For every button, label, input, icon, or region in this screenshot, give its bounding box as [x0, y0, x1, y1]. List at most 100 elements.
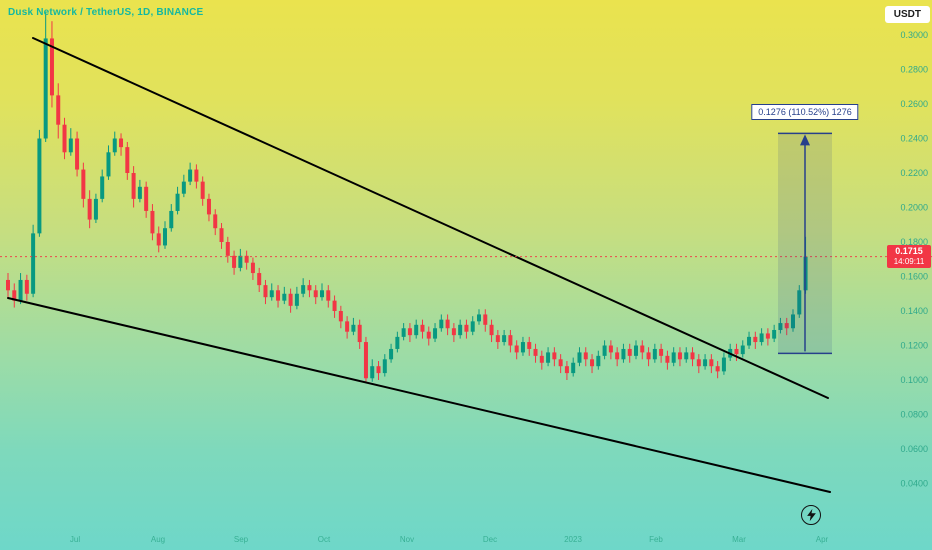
time-tick-label: Feb	[649, 535, 663, 544]
candle-body	[188, 169, 193, 182]
price-tick-label: 0.1000	[900, 375, 928, 385]
candle-body	[420, 324, 425, 332]
candle-body	[307, 285, 312, 291]
candle-body	[577, 352, 582, 363]
candle-body	[401, 328, 406, 337]
last-price-value: 0.1715	[895, 246, 923, 256]
currency-toggle-button[interactable]: USDT	[884, 6, 930, 23]
candle-body	[791, 314, 795, 329]
candles-layer	[6, 12, 808, 382]
lightning-button[interactable]	[801, 505, 821, 525]
price-tick-label: 0.0600	[900, 444, 928, 454]
candle-body	[665, 355, 670, 363]
candle-body	[439, 319, 444, 329]
candle-body	[652, 348, 657, 360]
bar-countdown: 14:09:11	[893, 257, 925, 266]
candle-body	[112, 138, 117, 153]
candle-body	[206, 198, 211, 215]
time-tick-label: Oct	[318, 535, 331, 544]
candle-body	[477, 314, 481, 322]
candle-body	[219, 228, 224, 242]
candle-body	[765, 333, 770, 339]
candle-body	[125, 147, 130, 173]
candle-body	[238, 255, 243, 268]
candle-body	[527, 342, 532, 349]
candle-body	[294, 293, 299, 306]
candle-body	[263, 285, 268, 298]
candle-body	[715, 366, 720, 372]
candle-body	[502, 335, 507, 343]
candle-body	[376, 366, 381, 374]
candle-body	[119, 138, 124, 148]
candle-body	[43, 38, 48, 139]
candle-body	[571, 362, 576, 374]
lightning-icon	[806, 508, 816, 522]
candle-body	[18, 279, 23, 301]
candle-body	[433, 328, 438, 339]
candle-body	[332, 300, 337, 311]
trendline-upper[interactable]	[32, 37, 829, 399]
candle-body	[426, 331, 431, 339]
time-tick-label: Aug	[151, 535, 165, 544]
last-price-label: 0.1715 14:09:11	[887, 245, 931, 268]
candle-body	[244, 255, 249, 263]
trendline-lower[interactable]	[7, 297, 831, 493]
candle-body	[137, 186, 142, 199]
candle-body	[37, 138, 42, 234]
price-tick-label: 0.0800	[900, 410, 928, 420]
measure-tool-label[interactable]: 0.1276 (110.52%) 1276	[751, 104, 859, 120]
candle-body	[326, 290, 331, 301]
candle-body	[451, 328, 456, 336]
candle-body	[31, 233, 36, 294]
candle-body	[288, 293, 293, 306]
candle-body	[778, 323, 783, 330]
candle-body	[250, 262, 255, 274]
candle-body	[564, 366, 569, 374]
candle-body	[12, 290, 17, 301]
candle-body	[100, 176, 105, 199]
candle-body	[772, 329, 777, 339]
candle-body	[56, 95, 61, 125]
candle-body	[797, 290, 802, 315]
candle-body	[470, 321, 475, 332]
price-tick-label: 0.2600	[900, 99, 928, 109]
candle-body	[200, 181, 205, 199]
candle-body	[445, 319, 450, 329]
candle-body	[175, 193, 180, 211]
candle-body	[646, 352, 651, 360]
candle-body	[753, 336, 758, 343]
candle-body	[301, 285, 306, 294]
candle-body	[87, 198, 92, 220]
price-tick-label: 0.2000	[900, 203, 928, 213]
candle-body	[338, 311, 343, 322]
price-tick-label: 0.1800	[900, 237, 928, 247]
candle-body	[232, 255, 237, 268]
candle-body	[351, 324, 356, 332]
time-tick-label: Mar	[732, 535, 746, 544]
candle-body	[640, 345, 645, 353]
candle-body	[257, 273, 262, 286]
candle-body	[690, 352, 695, 360]
time-tick-label: Apr	[816, 535, 829, 544]
candle-body	[489, 324, 494, 336]
candle-body	[696, 359, 701, 367]
candle-body	[659, 348, 664, 356]
candle-body	[276, 290, 281, 301]
candle-body	[357, 324, 362, 343]
price-tick-label: 0.3000	[900, 30, 928, 40]
candle-body	[464, 324, 469, 332]
time-tick-label: Dec	[483, 535, 497, 544]
candle-body	[62, 124, 67, 153]
time-tick-label: Jul	[70, 535, 80, 544]
candle-body	[740, 345, 745, 355]
candle-body	[382, 359, 387, 374]
candle-body	[163, 228, 167, 246]
candle-body	[131, 173, 136, 199]
candle-body	[759, 333, 764, 343]
candle-body	[533, 348, 538, 356]
candle-body	[150, 210, 155, 234]
candle-body	[93, 198, 98, 220]
candle-body	[458, 324, 463, 336]
